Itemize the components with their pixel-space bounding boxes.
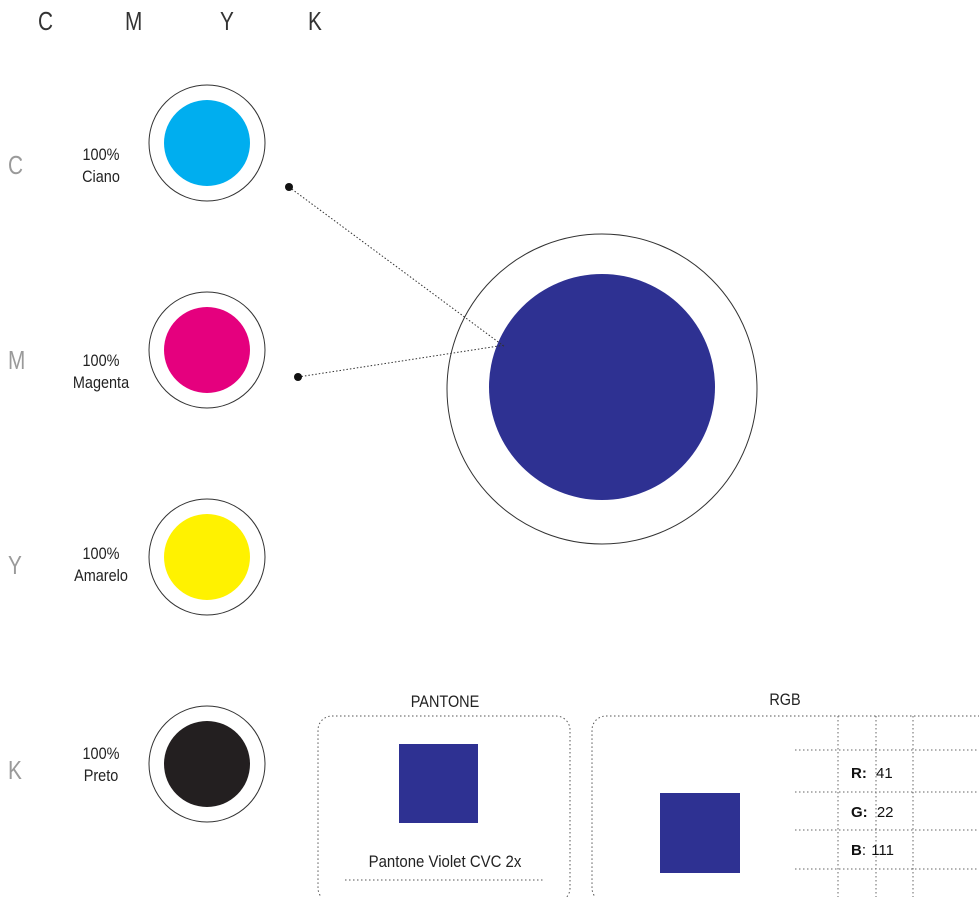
header-m: M [125,6,143,36]
pantone-title: PANTONE [410,692,480,711]
connector-dot-magenta [294,373,302,381]
rgb-r-key: R: [851,765,867,782]
row-label-m: M [8,345,26,375]
rgb-g-key: G: [851,804,868,821]
circle-cyan [164,100,250,186]
rgb-b-row: B: 111 [851,842,894,859]
percent-preto: 100% [82,744,120,763]
ring-magenta [148,291,266,409]
name-magenta: Magenta [72,373,130,392]
rgb-title: RGB [769,690,801,709]
circle-result [489,274,715,500]
name-preto: Preto [83,766,119,785]
label-preto: 100% Preto [54,743,148,787]
label-ciano: 100% Ciano [54,144,148,188]
pantone-name: Pantone Violet CVC 2x [368,852,522,871]
row-label-k: K [8,755,22,785]
rgb-r-row: R: 41 [851,765,893,782]
ring-yellow [148,498,266,616]
rgb-r-value: 41 [876,765,893,782]
rgb-b-sep: : [861,842,867,859]
row-label-y: Y [8,550,22,580]
ring-black [148,705,266,823]
header-y: Y [220,6,234,36]
pantone-panel [317,715,571,897]
row-label-c: C [8,150,24,180]
rgb-b-key: B [851,842,862,859]
percent-amarelo: 100% [82,544,120,563]
rgb-b-value: 111 [871,842,894,859]
pantone-swatch [399,744,478,823]
ring-cyan [148,84,266,202]
rgb-swatch [660,793,740,873]
connector-cyan [288,186,506,348]
connector-magenta [297,344,506,378]
rgb-g-value: 22 [876,804,894,821]
label-amarelo: 100% Amarelo [54,543,148,587]
rgb-panel [591,715,979,897]
circle-yellow [164,514,250,600]
percent-ciano: 100% [82,145,120,164]
header-k: K [308,6,322,36]
rgb-grid [795,716,979,897]
header-c: C [38,6,54,36]
percent-magenta: 100% [82,351,120,370]
ring-result [446,233,758,545]
connector-dot-cyan [285,183,293,191]
circle-black [164,721,250,807]
circle-magenta [164,307,250,393]
rgb-g-row: G: 22 [851,804,894,821]
name-ciano: Ciano [82,167,120,186]
name-amarelo: Amarelo [74,566,128,585]
label-magenta: 100% Magenta [54,350,148,394]
